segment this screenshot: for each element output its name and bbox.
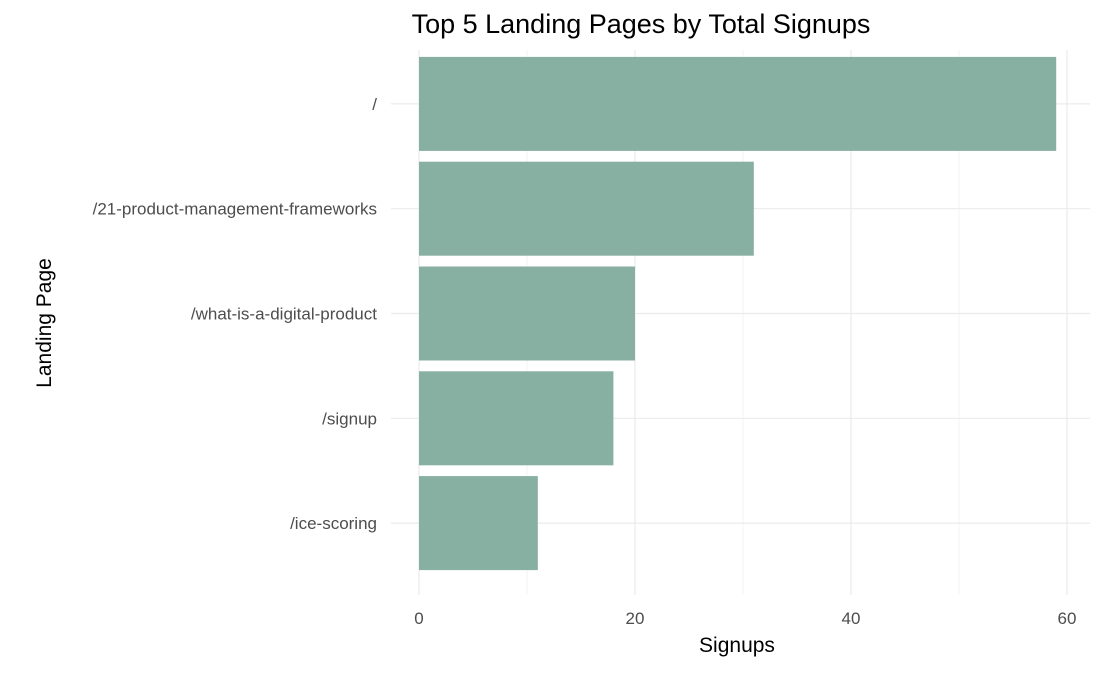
y-tick-label: / <box>372 95 377 114</box>
y-tick-label: /ice-scoring <box>290 514 377 533</box>
bar <box>419 371 614 466</box>
x-tick-label: 60 <box>1058 609 1077 628</box>
bar <box>419 161 754 256</box>
bar <box>419 476 538 571</box>
x-tick-labels: 0 20 40 60 <box>414 609 1076 628</box>
y-tick-label: /signup <box>322 409 377 428</box>
x-tick-label: 20 <box>626 609 645 628</box>
bar <box>419 266 635 361</box>
bar <box>419 56 1057 151</box>
y-axis-title: Landing Page <box>33 258 56 388</box>
x-tick-label: 0 <box>414 609 423 628</box>
y-tick-label: /21-product-management-frameworks <box>93 200 377 219</box>
x-axis-title: Signups <box>699 634 775 657</box>
x-tick-label: 40 <box>842 609 861 628</box>
y-tick-label: /what-is-a-digital-product <box>191 305 377 324</box>
chart-title: Top 5 Landing Pages by Total Signups <box>412 9 871 39</box>
bars <box>419 56 1057 571</box>
y-tick-labels: / /21-product-management-frameworks/what-… <box>93 95 378 533</box>
